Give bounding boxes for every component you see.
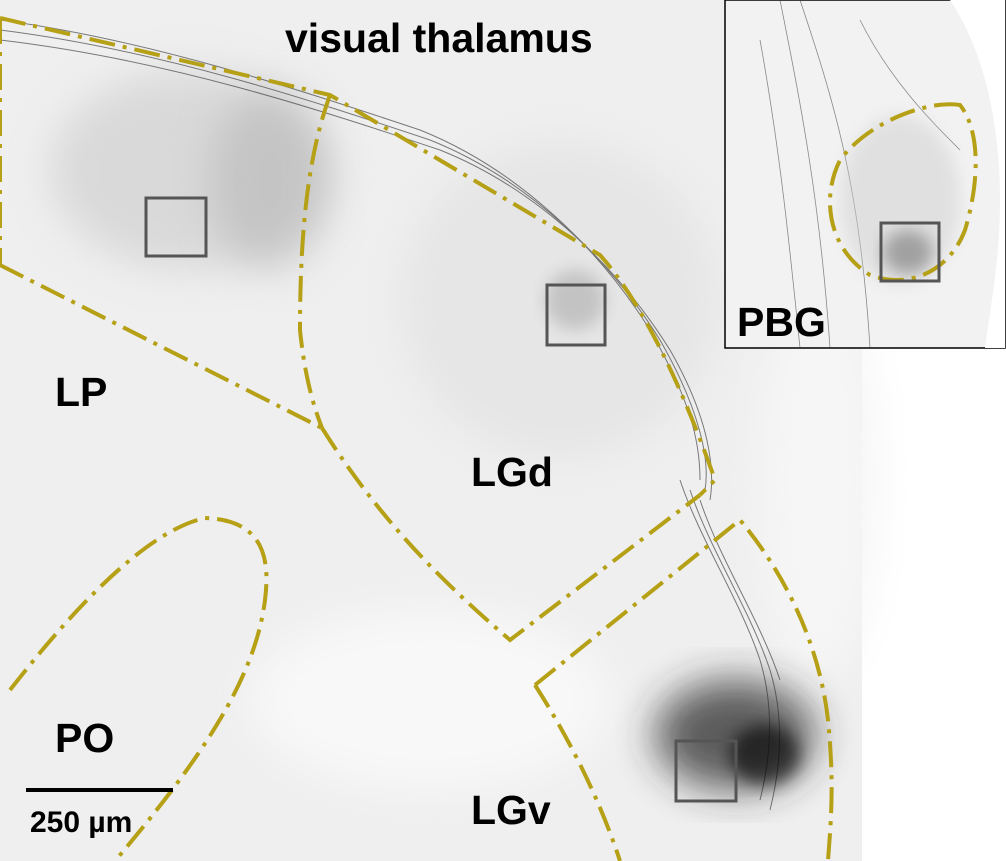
lgd-labeling [545,270,605,330]
light-tissue-patch [250,610,610,790]
region-label-lgv: LGv [471,787,551,833]
region-label-lgd: LGd [471,449,553,495]
roi-box-lgd [545,283,607,347]
edge-highlight [760,280,880,680]
lgv-left-boundary [533,683,622,861]
region-boundaries [0,16,834,861]
lgv-boundary [533,517,834,861]
empty-area [862,348,1006,861]
lp-dense-labeling [210,90,330,270]
inset-fibers [759,0,961,349]
lp-lgd-boundary-top [297,94,332,429]
figure-title: visual thalamus [285,15,593,61]
pbg-inset [724,0,1006,349]
roi-box-pbg [879,221,941,283]
region-label-po: PO [55,715,115,761]
inset-edge-white [950,0,1005,348]
roi-box-lp [144,196,208,258]
pbg-boundary [828,102,978,282]
lgd-lower-boundary [320,426,702,643]
lp-lower-boundary [0,263,323,430]
region-label-lp: LP [55,369,108,415]
region-label-pbg: PBG [737,299,826,345]
po-boundary [8,515,269,861]
pbg-dense-labeling [883,230,933,274]
roi-box-lgv [674,739,738,803]
outer-boundary [0,16,718,497]
lgv-core-labeling [730,725,800,785]
scale-bar-label: 250 µm [30,806,133,839]
